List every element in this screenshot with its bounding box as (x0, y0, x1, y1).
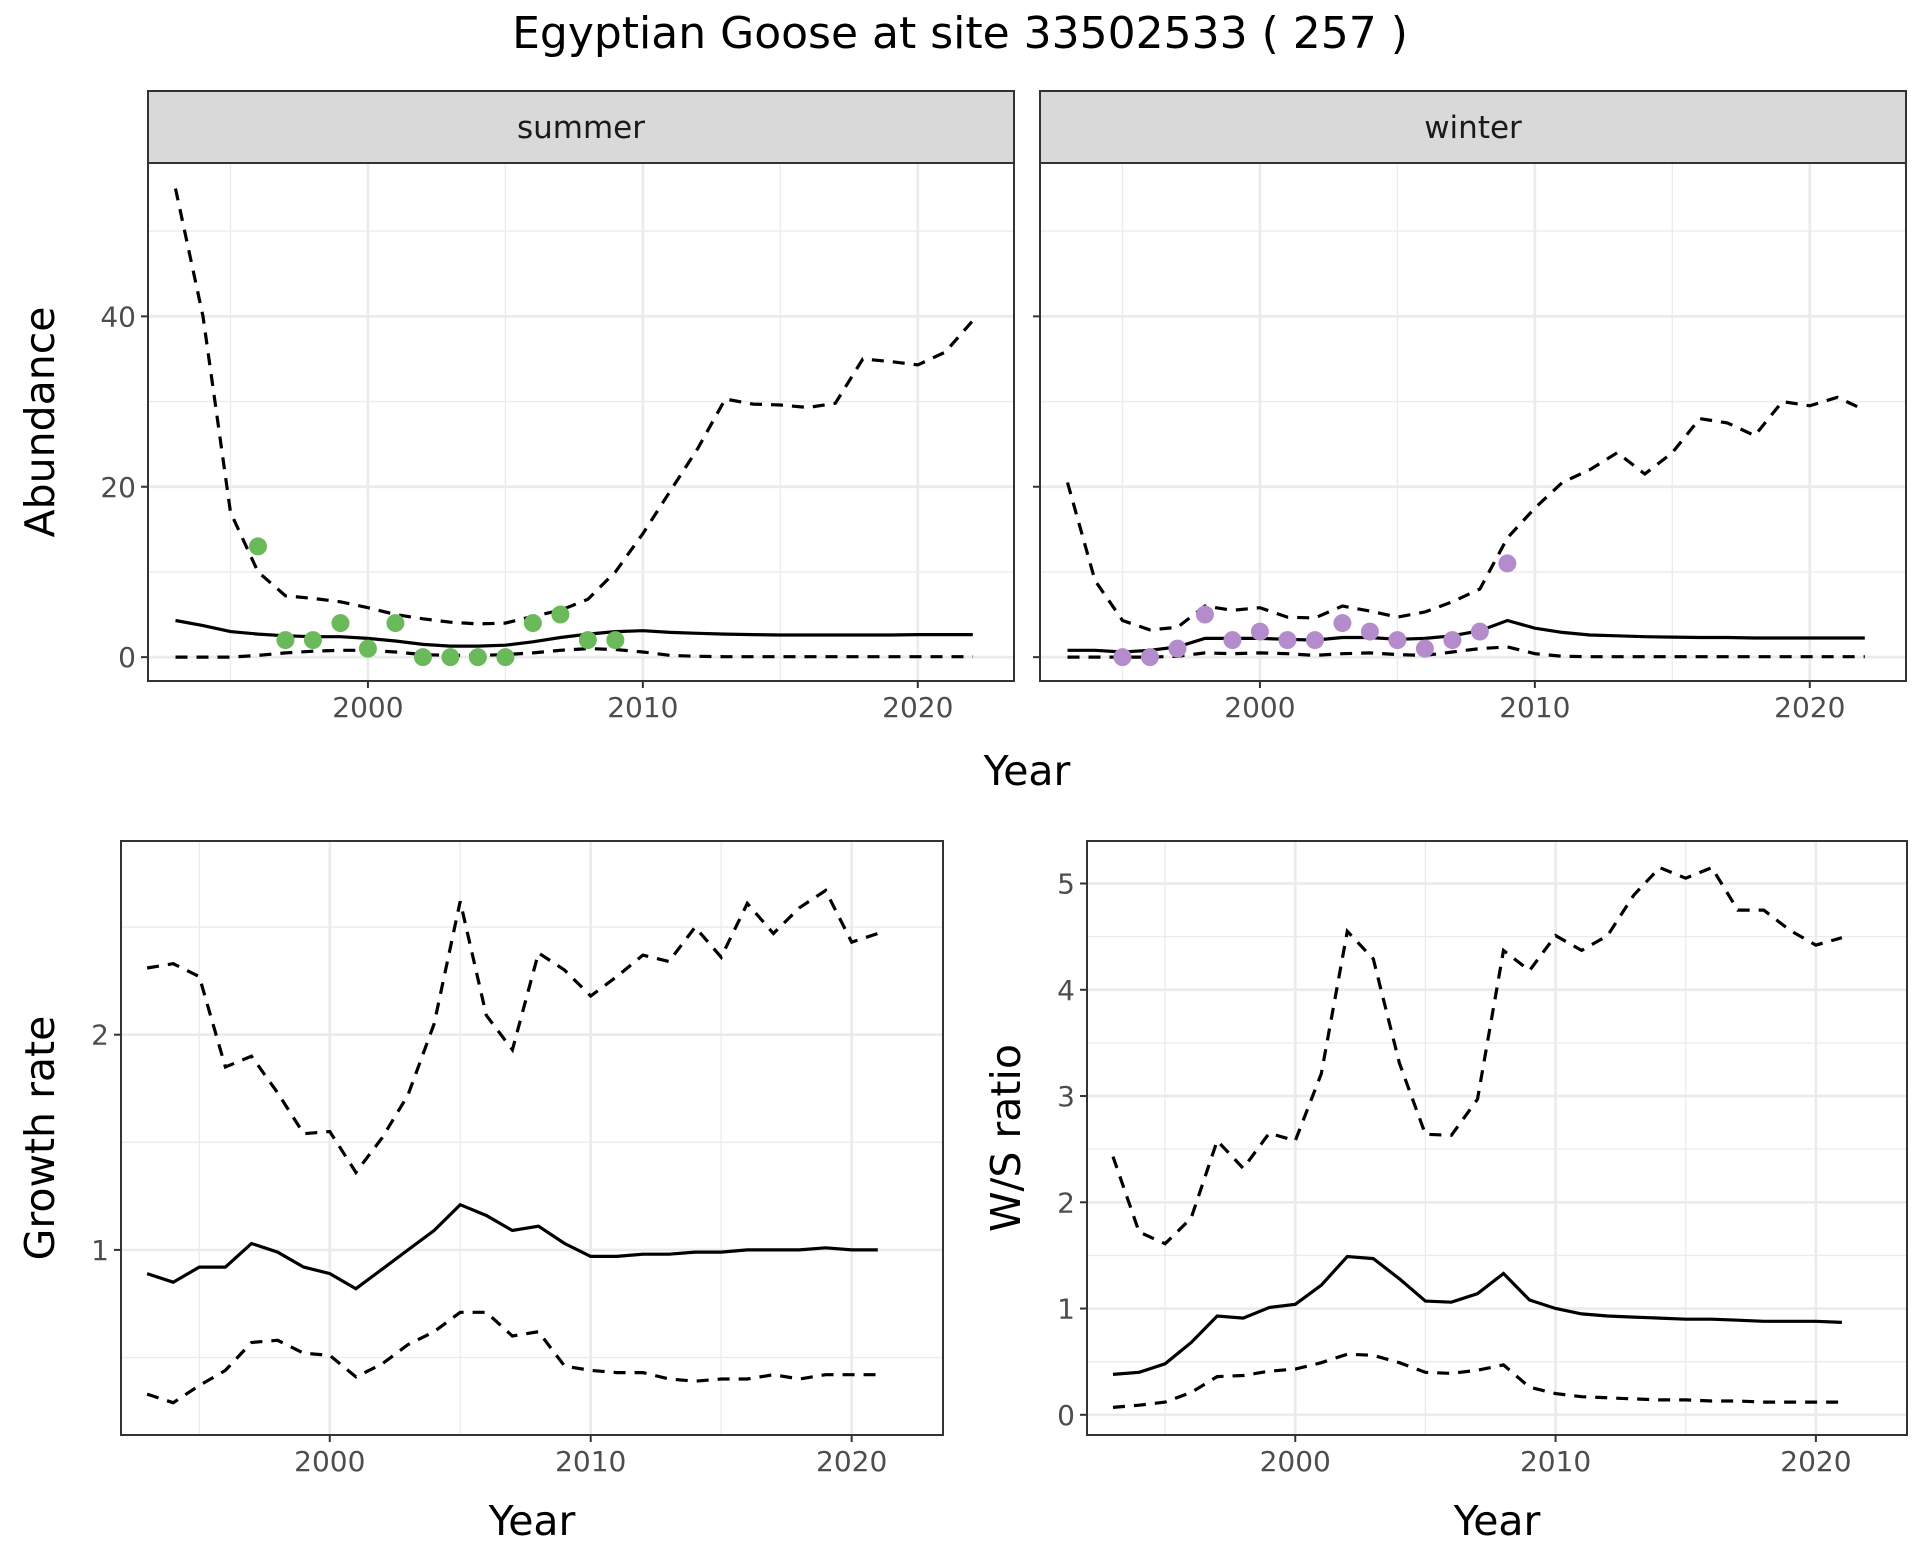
observed-point (523, 614, 542, 633)
abundance-panel-winter: winter 2000 2010 2020 (1033, 90, 1907, 724)
observed-point (358, 639, 377, 658)
y-tick-label: 2 (91, 1019, 109, 1052)
observed-point (248, 537, 267, 556)
observed-point (578, 631, 597, 650)
lower-bound-line (146, 1310, 878, 1405)
x-axis-title: Year (1453, 1497, 1541, 1545)
observed-point (468, 648, 487, 667)
y-tick-label: 40 (100, 300, 136, 333)
observed-point (551, 605, 570, 624)
y-axis-title: W/S ratio (982, 1044, 1030, 1232)
observed-point (1113, 648, 1132, 667)
observed-point (1360, 622, 1379, 641)
observed-point (1140, 648, 1159, 667)
observed-point (303, 631, 322, 650)
x-tick-label: 2010 (555, 1445, 626, 1478)
observed-point (606, 631, 625, 650)
observed-point (1278, 631, 1297, 650)
observed-point (1498, 554, 1517, 573)
upper-bound-line (146, 888, 879, 1176)
observed-point (1250, 622, 1269, 641)
x-tick-label: 2010 (1499, 691, 1570, 724)
panel-border (120, 840, 944, 1436)
x-tick-label: 2020 (882, 691, 953, 724)
x-tick-label: 2000 (294, 1445, 365, 1478)
y-tick-label: 3 (1057, 1080, 1075, 1113)
observed-point (496, 648, 515, 667)
y-tick-label: 4 (1057, 974, 1075, 1007)
y-tick-label: 0 (118, 641, 136, 674)
x-tick-label: 2010 (1520, 1445, 1591, 1478)
observed-point (1388, 631, 1407, 650)
observed-point (386, 614, 405, 633)
panel-border (1086, 840, 1908, 1436)
upper-bound-line (1111, 865, 1843, 1246)
observed-point (331, 614, 350, 633)
y-tick-label: 1 (1057, 1293, 1075, 1326)
panel-border (147, 162, 1015, 682)
x-tick-label: 2020 (816, 1445, 887, 1478)
observed-point (276, 631, 295, 650)
upper-bound-line (173, 188, 975, 626)
y-tick-label: 20 (100, 471, 136, 504)
abundance-panel-summer: summer 2000 2010 2020 0 20 40 (100, 90, 1015, 724)
y-tick-label: 1 (91, 1234, 109, 1267)
x-tick-label: 2000 (332, 691, 403, 724)
y-axis-title: Growth rate (16, 1016, 64, 1261)
x-tick-label: 2010 (607, 691, 678, 724)
abundance-x-axis-title: Year (983, 747, 1071, 795)
lower-bound-line (1112, 1352, 1842, 1409)
observed-point (1305, 631, 1324, 650)
ws-ratio-panel: 2000 2010 2020 0 1 2 3 4 5 W/S ratio Year (982, 840, 1908, 1545)
lower-bound-line (175, 646, 973, 659)
x-tick-label: 2000 (1260, 1445, 1331, 1478)
observed-point (1470, 622, 1489, 641)
growth-rate-panel: 2000 2010 2020 1 2 Growth rate Year (16, 840, 944, 1545)
facet-strip-label: winter (1424, 110, 1522, 146)
y-tick-label: 2 (1057, 1186, 1075, 1219)
observed-point (1333, 614, 1352, 633)
estimate-line (175, 618, 973, 648)
observed-point (1443, 631, 1462, 650)
x-tick-label: 2000 (1224, 691, 1295, 724)
estimate-line (1112, 1254, 1842, 1376)
upper-bound-line (1065, 395, 1866, 632)
x-tick-label: 2020 (1780, 1445, 1851, 1478)
facet-strip-label: summer (517, 110, 645, 146)
abundance-y-axis-title: Abundance (16, 307, 64, 538)
observed-point (1415, 639, 1434, 658)
facet-strip (1039, 90, 1907, 164)
panel-border (1039, 162, 1907, 682)
observed-point (441, 648, 460, 667)
y-tick-label: 0 (1057, 1399, 1075, 1432)
observed-point (1223, 631, 1242, 650)
x-tick-label: 2020 (1774, 691, 1845, 724)
figure-title: Egyptian Goose at site 33502533 ( 257 ) (512, 8, 1408, 59)
y-tick-label: 5 (1057, 868, 1075, 901)
observed-point (1195, 605, 1214, 624)
lower-bound-line (1067, 645, 1865, 659)
observed-point (413, 648, 432, 667)
estimate-line (1067, 618, 1865, 654)
observed-point (1168, 639, 1187, 658)
x-axis-title: Year (488, 1497, 576, 1545)
estimate-line (146, 1202, 878, 1291)
facet-strip (147, 90, 1015, 164)
